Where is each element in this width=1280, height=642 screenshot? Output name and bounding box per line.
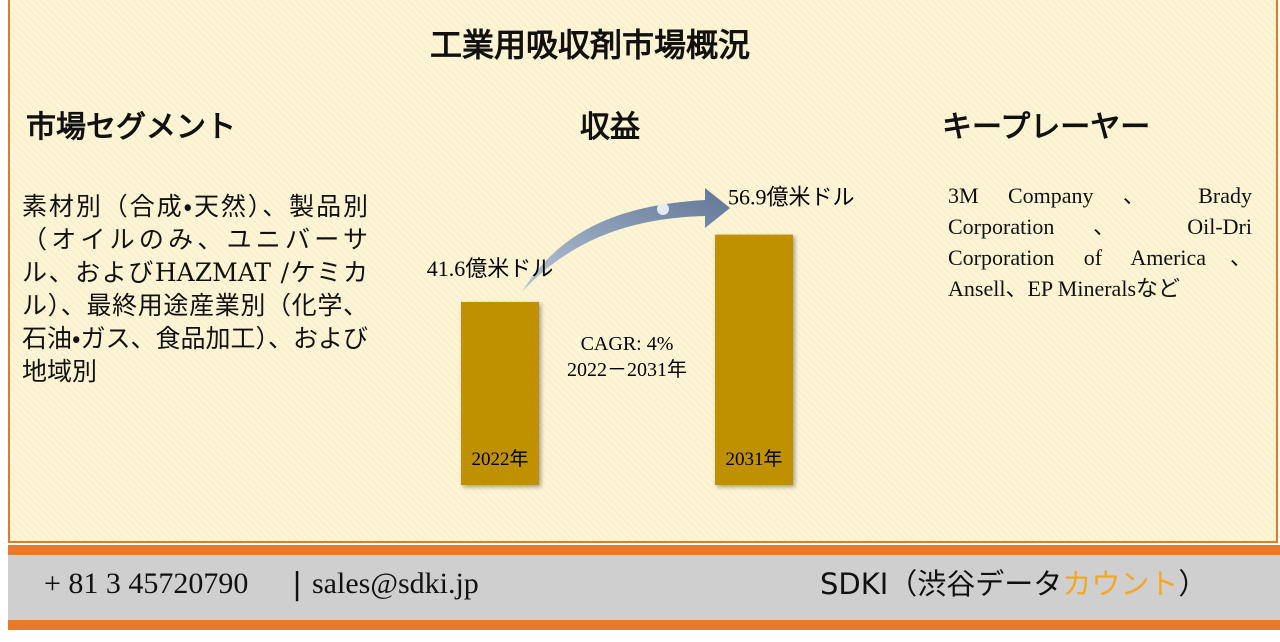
players-text: 3M Company 、 Brady Corporation 、 Oil-Dri… [948,183,1252,301]
cagr-period: 2022－2031年 [567,358,687,381]
footer-stripe [8,545,1280,555]
title: 工業用吸収剤市場概況 [430,26,751,64]
bar-category: 2022年 [471,448,528,470]
brand: SDKI（渋谷データカウント） [820,561,1207,603]
phone: + 81 3 45720790 [44,567,249,600]
players-heading: キープレーヤー [942,110,1151,145]
revenue-chart: CAGR: 4% 2022－2031年 2022年 41.6億米ドル 2031年 56… [427,185,855,485]
value-label: 56.9億米ドル [728,185,855,210]
brand-end: ） [1178,567,1208,601]
bar-category: 2031年 [725,448,782,470]
segments-heading: 市場セグメント [26,110,236,145]
growth-arrow [522,188,730,292]
cagr: CAGR: 4% [581,333,674,355]
footer: + 81 3 45720790 | sales@sdki.jp SDKI（渋谷デ… [8,555,1280,620]
footer-stripe [8,620,1280,630]
separator: | [292,567,303,602]
bar [715,234,793,485]
email[interactable]: sales@sdki.jp [312,567,479,600]
arrow-dot [657,203,669,215]
panel: 工業用吸収剤市場概況 市場セグメント 素材別（合成・天然）、製品別（オイルのみ、… [8,0,1278,543]
value-label: 41.6億米ドル [427,256,554,281]
revenue-heading: 収益 [580,110,640,145]
bar [461,301,539,485]
brand-highlight: カウント [1062,567,1179,601]
segments-text: 素材別（合成・天然）、製品別（オイルのみ、ユニバーサル、およびHAZMAT /ケ… [22,192,369,386]
brand-text: SDKI（渋谷データ [820,567,1063,601]
